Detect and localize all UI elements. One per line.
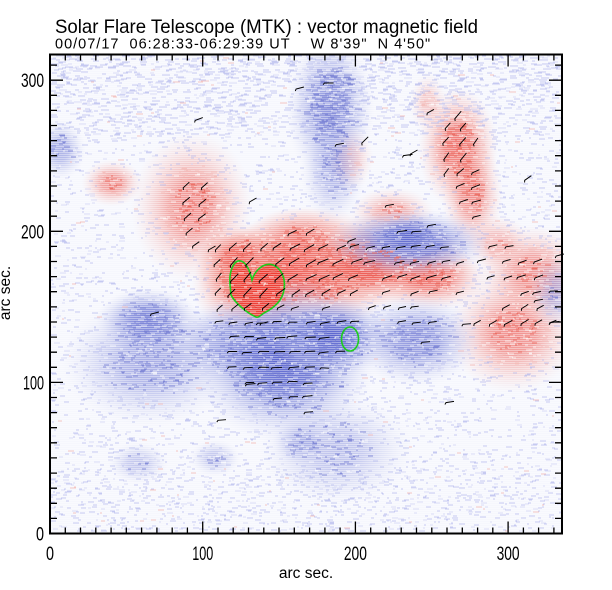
svg-text:100: 100	[23, 373, 44, 394]
svg-text:Solar Flare Telescope (MTK) :: Solar Flare Telescope (MTK) : vector mag…	[55, 16, 478, 38]
svg-text:arc sec.: arc sec.	[0, 266, 14, 320]
svg-text:300: 300	[21, 71, 44, 92]
svg-text:0: 0	[46, 544, 54, 565]
svg-text:arc sec.: arc sec.	[279, 565, 333, 582]
svg-text:100: 100	[192, 544, 213, 565]
svg-text:300: 300	[497, 544, 520, 565]
svg-text:0: 0	[36, 525, 44, 546]
svg-text:200: 200	[21, 222, 44, 243]
svg-text:00/07/17 06:28:33-06:29:39 UT: 00/07/17 06:28:33-06:29:39 UT W 8'39" N …	[55, 37, 431, 53]
svg-text:200: 200	[344, 544, 367, 565]
